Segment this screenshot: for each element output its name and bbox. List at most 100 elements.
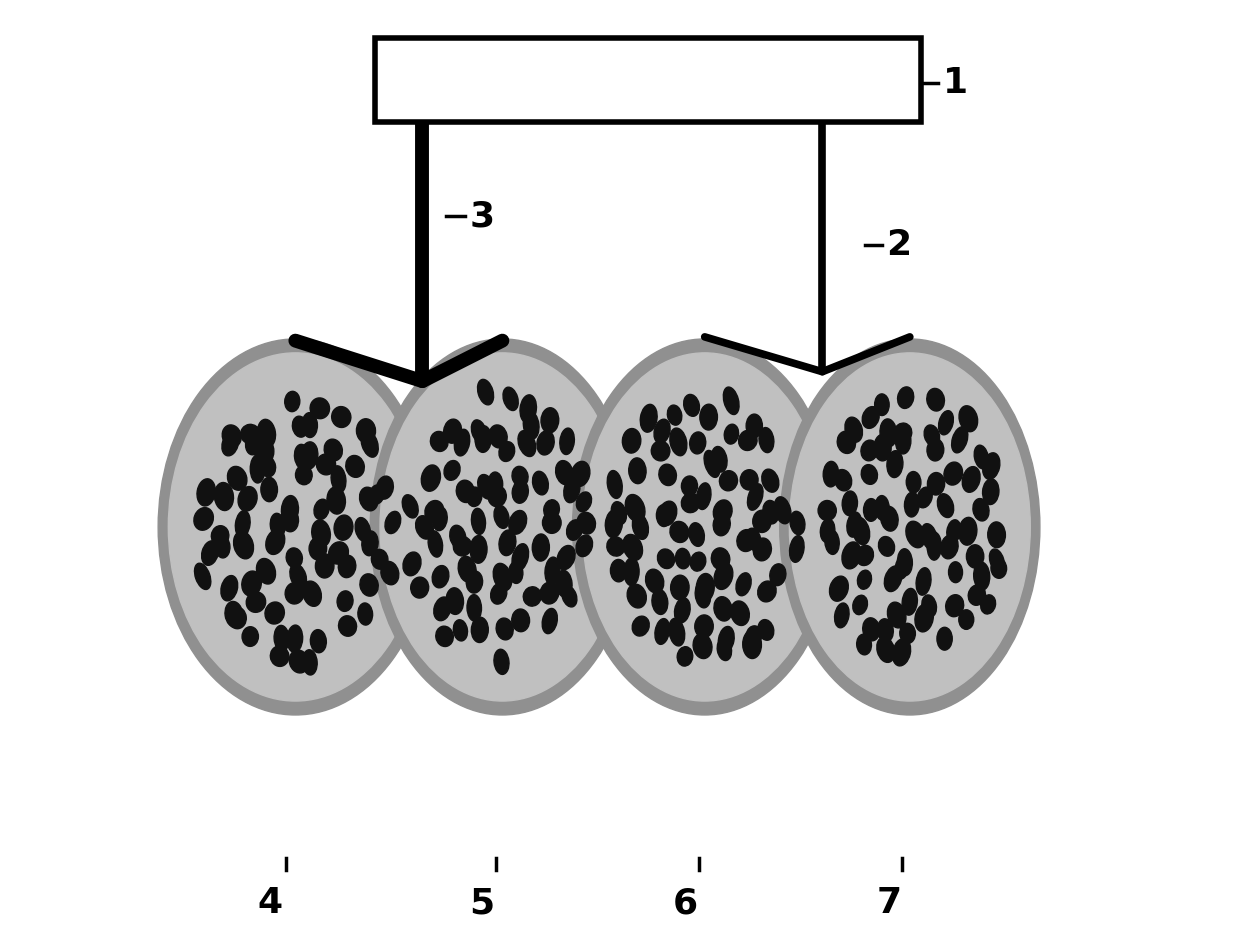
Ellipse shape bbox=[281, 496, 299, 524]
Ellipse shape bbox=[878, 619, 893, 642]
Ellipse shape bbox=[888, 602, 906, 628]
Ellipse shape bbox=[281, 507, 299, 532]
Ellipse shape bbox=[737, 530, 755, 551]
Ellipse shape bbox=[331, 407, 351, 427]
Ellipse shape bbox=[895, 428, 911, 454]
Ellipse shape bbox=[928, 532, 941, 560]
Ellipse shape bbox=[699, 405, 718, 430]
Ellipse shape bbox=[286, 625, 303, 652]
Ellipse shape bbox=[250, 455, 265, 483]
Ellipse shape bbox=[454, 536, 471, 556]
Ellipse shape bbox=[211, 526, 229, 546]
Ellipse shape bbox=[713, 513, 730, 535]
Ellipse shape bbox=[670, 521, 689, 543]
Ellipse shape bbox=[758, 619, 774, 640]
Ellipse shape bbox=[370, 485, 384, 504]
Ellipse shape bbox=[542, 512, 562, 534]
Ellipse shape bbox=[763, 501, 779, 524]
Ellipse shape bbox=[258, 420, 275, 447]
Ellipse shape bbox=[377, 476, 393, 499]
Ellipse shape bbox=[295, 466, 312, 485]
Ellipse shape bbox=[289, 650, 309, 673]
Ellipse shape bbox=[362, 531, 378, 556]
Ellipse shape bbox=[895, 554, 910, 580]
Ellipse shape bbox=[471, 617, 489, 643]
Ellipse shape bbox=[285, 582, 304, 604]
Ellipse shape bbox=[835, 603, 849, 628]
Ellipse shape bbox=[966, 545, 983, 568]
Ellipse shape bbox=[681, 493, 699, 513]
Ellipse shape bbox=[746, 414, 763, 438]
Ellipse shape bbox=[346, 455, 365, 477]
Ellipse shape bbox=[863, 618, 880, 641]
Ellipse shape bbox=[242, 571, 262, 597]
Ellipse shape bbox=[906, 521, 925, 548]
Ellipse shape bbox=[676, 549, 691, 568]
Ellipse shape bbox=[973, 562, 990, 590]
Ellipse shape bbox=[238, 486, 257, 511]
Ellipse shape bbox=[241, 424, 260, 444]
Ellipse shape bbox=[422, 465, 440, 491]
Ellipse shape bbox=[470, 535, 487, 564]
Ellipse shape bbox=[898, 549, 913, 576]
Ellipse shape bbox=[946, 595, 963, 616]
Ellipse shape bbox=[195, 564, 211, 589]
Ellipse shape bbox=[723, 387, 739, 415]
Ellipse shape bbox=[694, 614, 713, 638]
Ellipse shape bbox=[759, 427, 774, 453]
Ellipse shape bbox=[887, 451, 903, 478]
Ellipse shape bbox=[169, 353, 423, 701]
Ellipse shape bbox=[355, 518, 371, 541]
Ellipse shape bbox=[337, 591, 353, 612]
Ellipse shape bbox=[746, 626, 761, 646]
Ellipse shape bbox=[906, 471, 921, 493]
Ellipse shape bbox=[758, 581, 776, 602]
Ellipse shape bbox=[818, 501, 836, 520]
Ellipse shape bbox=[949, 562, 962, 582]
Ellipse shape bbox=[658, 502, 677, 526]
Ellipse shape bbox=[542, 609, 557, 633]
Ellipse shape bbox=[878, 536, 894, 556]
Ellipse shape bbox=[937, 494, 954, 518]
Ellipse shape bbox=[830, 576, 848, 601]
Ellipse shape bbox=[466, 571, 482, 593]
Ellipse shape bbox=[730, 601, 749, 626]
Ellipse shape bbox=[228, 607, 247, 629]
Ellipse shape bbox=[222, 433, 238, 455]
Ellipse shape bbox=[564, 477, 580, 502]
Ellipse shape bbox=[770, 564, 786, 585]
Ellipse shape bbox=[265, 602, 284, 624]
Ellipse shape bbox=[477, 474, 495, 499]
Ellipse shape bbox=[435, 626, 454, 646]
Ellipse shape bbox=[924, 425, 940, 446]
Ellipse shape bbox=[444, 460, 460, 480]
Ellipse shape bbox=[339, 615, 357, 636]
Ellipse shape bbox=[310, 630, 326, 653]
Ellipse shape bbox=[434, 597, 451, 621]
Ellipse shape bbox=[624, 558, 639, 585]
Ellipse shape bbox=[489, 472, 502, 495]
Ellipse shape bbox=[753, 510, 771, 533]
Ellipse shape bbox=[861, 440, 878, 461]
Ellipse shape bbox=[712, 548, 730, 570]
Ellipse shape bbox=[627, 584, 646, 608]
Ellipse shape bbox=[632, 514, 649, 539]
Ellipse shape bbox=[577, 535, 593, 557]
Ellipse shape bbox=[939, 410, 954, 435]
Ellipse shape bbox=[697, 483, 711, 509]
Ellipse shape bbox=[562, 586, 577, 607]
Ellipse shape bbox=[856, 546, 873, 566]
Ellipse shape bbox=[532, 534, 549, 561]
Ellipse shape bbox=[926, 389, 945, 411]
Ellipse shape bbox=[254, 438, 274, 465]
Ellipse shape bbox=[835, 470, 852, 491]
Ellipse shape bbox=[712, 446, 727, 472]
Ellipse shape bbox=[475, 425, 491, 453]
Ellipse shape bbox=[450, 525, 466, 549]
Ellipse shape bbox=[748, 484, 763, 510]
Ellipse shape bbox=[608, 470, 622, 499]
Ellipse shape bbox=[270, 513, 285, 537]
Ellipse shape bbox=[496, 618, 513, 640]
Ellipse shape bbox=[425, 501, 444, 522]
Ellipse shape bbox=[494, 564, 512, 591]
